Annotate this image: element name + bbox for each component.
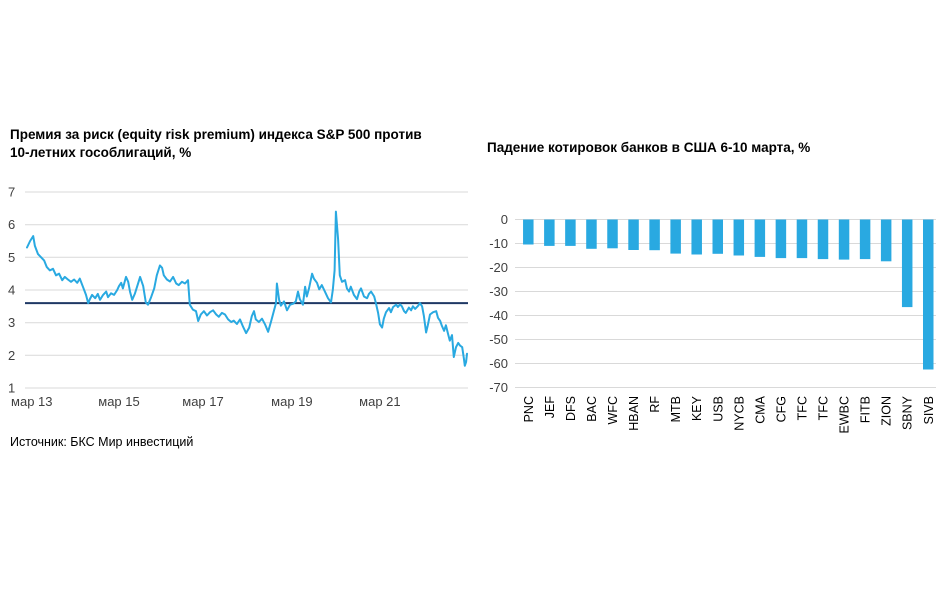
- banks-bar-plot: 0 -10 -20 -30 -40 -50 -60 -70 PNC JEF DFS BAC WFC HBA…: [489, 212, 936, 434]
- bar-category-label: ZION: [880, 396, 894, 426]
- y-tick-label: 2: [8, 348, 15, 363]
- bar-category-label: SBNY: [901, 395, 915, 430]
- bar-category-label: DFS: [564, 396, 578, 421]
- bar: [754, 219, 766, 257]
- bar: [712, 219, 723, 254]
- bar-category-label: EWBC: [838, 396, 852, 434]
- bar-category-label: TFC: [795, 396, 809, 420]
- bar-category-label: CMA: [753, 395, 767, 423]
- x-tick-label: мар 21: [359, 394, 400, 409]
- erp-chart-title: Премия за риск (equity risk premium) инд…: [10, 127, 422, 160]
- bar: [565, 219, 576, 246]
- y-tick-label: 5: [8, 250, 15, 265]
- y-tick-label: -20: [489, 260, 508, 275]
- bar: [859, 219, 871, 260]
- bar: [923, 219, 934, 370]
- y-tick-label: -50: [489, 332, 508, 347]
- bar-category-label: NYCB: [732, 396, 746, 431]
- bar-category-label: KEY: [690, 395, 704, 421]
- y-tick-label: 6: [8, 217, 15, 232]
- x-tick-label: мар 15: [98, 394, 139, 409]
- y-tick-label: 0: [501, 212, 508, 227]
- bar: [796, 219, 808, 259]
- y-tick-label: -70: [489, 380, 508, 395]
- bar: [544, 219, 555, 246]
- bar: [733, 219, 745, 256]
- y-tick-label: 4: [8, 283, 15, 298]
- y-tick-label: 7: [8, 185, 15, 200]
- bar-category-label: CFG: [774, 396, 788, 422]
- erp-series-line: [26, 210, 468, 367]
- bar-category-label: HBAN: [627, 396, 641, 431]
- banks-chart-title: Падение котировок банков в США 6-10 март…: [487, 140, 811, 155]
- y-tick-label: -10: [489, 236, 508, 251]
- y-tick-label: -40: [489, 308, 508, 323]
- bar: [523, 219, 534, 245]
- bar: [880, 219, 892, 262]
- bar: [628, 219, 639, 250]
- bar-category-label: PNC: [522, 396, 536, 422]
- bar: [838, 219, 850, 260]
- y-tick-label: -30: [489, 284, 508, 299]
- bar-category-label: MTB: [669, 396, 683, 422]
- bar: [901, 219, 913, 308]
- x-tick-label: мар 13: [11, 394, 52, 409]
- bar-category-label: JEF: [543, 396, 557, 419]
- bar-category-label: RF: [648, 396, 662, 413]
- bar: [607, 219, 618, 249]
- bar: [775, 219, 787, 259]
- bar-category-label: BAC: [585, 396, 599, 422]
- bar-category-label: SIVB: [922, 396, 936, 425]
- x-tick-label: мар 19: [271, 394, 312, 409]
- bar-category-label: USB: [711, 396, 725, 422]
- y-tick-label: -60: [489, 356, 508, 371]
- x-tick-label: мар 17: [182, 394, 223, 409]
- bar: [691, 219, 702, 255]
- y-tick-label: 3: [8, 315, 15, 330]
- bar: [649, 219, 660, 251]
- bar: [586, 219, 597, 249]
- source-note: Источник: БКС Мир инвестиций: [10, 435, 194, 449]
- bar: [670, 219, 681, 254]
- bar-category-label: FITB: [859, 396, 873, 423]
- y-tick-label: 1: [8, 381, 15, 396]
- bar-category-label: TFC: [817, 396, 831, 420]
- bar: [817, 219, 829, 260]
- bar-category-label: WFC: [606, 396, 620, 424]
